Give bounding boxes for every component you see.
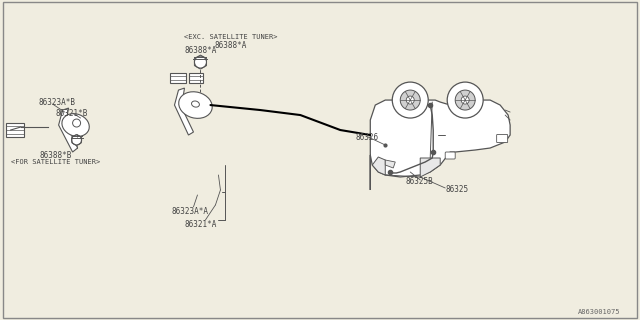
FancyBboxPatch shape [6,123,24,137]
Circle shape [72,135,81,145]
Text: A863001075: A863001075 [577,309,620,315]
Ellipse shape [62,114,89,136]
Text: 86388*A: 86388*A [184,46,217,55]
FancyBboxPatch shape [445,152,455,159]
Text: 86388*B: 86388*B [40,150,72,159]
Text: <EXC. SATELLITE TUNER>: <EXC. SATELLITE TUNER> [184,34,277,40]
Circle shape [400,90,420,110]
FancyBboxPatch shape [170,73,186,83]
Polygon shape [385,160,396,168]
Polygon shape [371,100,510,190]
Circle shape [455,90,475,110]
Circle shape [195,56,207,68]
Text: 86325B: 86325B [405,178,433,187]
Text: 86326: 86326 [355,132,378,141]
Ellipse shape [191,101,200,107]
Polygon shape [175,88,193,135]
Polygon shape [59,108,77,152]
Ellipse shape [179,92,212,118]
Circle shape [447,82,483,118]
FancyBboxPatch shape [189,73,204,83]
Text: 86323A*B: 86323A*B [38,98,76,107]
Text: 86388*A: 86388*A [214,41,246,50]
Text: <FOR SATELLITE TUNER>: <FOR SATELLITE TUNER> [11,159,100,165]
Circle shape [406,96,414,104]
Text: 86323A*A: 86323A*A [172,207,209,216]
Circle shape [392,82,428,118]
FancyBboxPatch shape [497,134,508,142]
Circle shape [461,96,469,104]
Text: 86325: 86325 [445,186,468,195]
Polygon shape [372,157,385,175]
Text: 86321*A: 86321*A [184,220,217,229]
Text: 86321*B: 86321*B [56,108,88,117]
Circle shape [72,119,81,127]
Polygon shape [420,158,440,177]
